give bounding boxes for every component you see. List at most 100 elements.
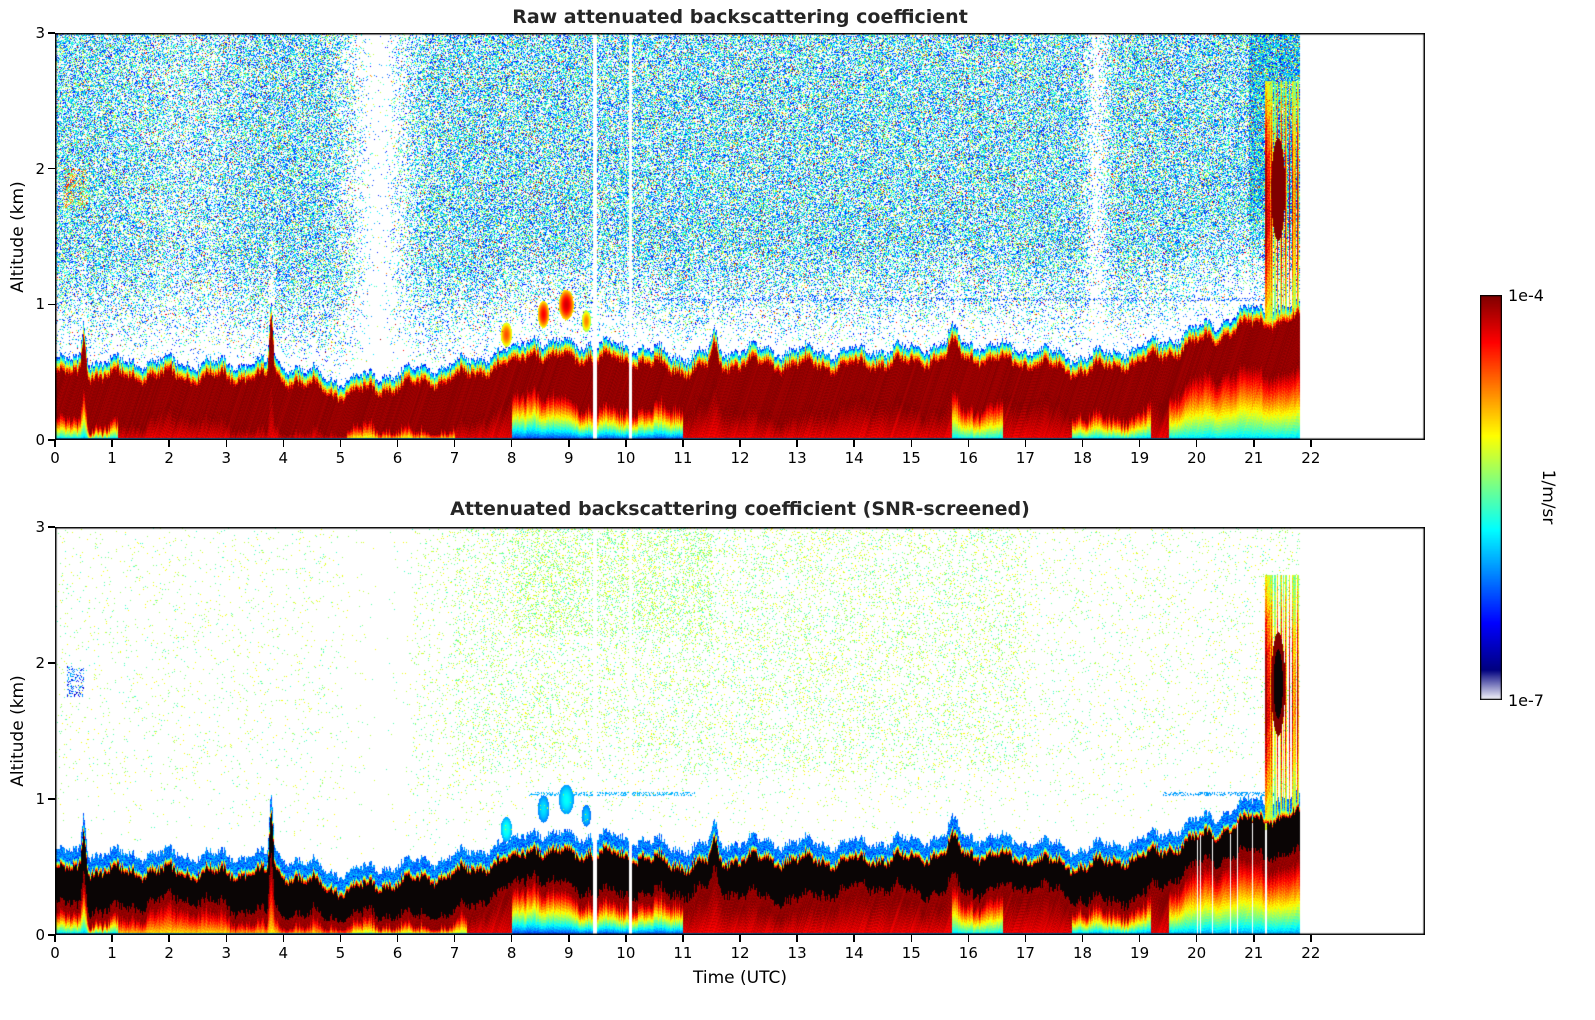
y-tick-label: 3 bbox=[35, 518, 45, 536]
x-tick-mark bbox=[282, 440, 285, 447]
x-tick-label: 6 bbox=[392, 449, 403, 467]
x-tick-label: 3 bbox=[221, 449, 232, 467]
x-tick-label: 18 bbox=[1072, 944, 1093, 962]
x-axis-label: Time (UTC) bbox=[693, 968, 787, 988]
y-tick-label: 1 bbox=[35, 790, 45, 808]
x-tick-label: 15 bbox=[901, 449, 921, 467]
y-tick-mark bbox=[48, 303, 55, 306]
y-tick-mark bbox=[48, 32, 55, 34]
x-tick-label: 1 bbox=[107, 944, 117, 962]
x-tick-label: 0 bbox=[50, 944, 60, 962]
x-tick-label: 14 bbox=[844, 944, 864, 962]
x-tick-mark bbox=[453, 935, 456, 942]
x-tick-mark bbox=[853, 440, 855, 447]
x-tick-mark bbox=[225, 440, 227, 447]
x-tick-mark bbox=[282, 935, 285, 942]
x-tick-mark bbox=[453, 440, 456, 447]
x-tick-mark bbox=[1195, 440, 1198, 447]
panel2-ylabel: Altitude (km) bbox=[8, 675, 28, 787]
x-tick-label: 18 bbox=[1072, 449, 1093, 467]
x-tick-label: 12 bbox=[730, 449, 750, 467]
x-tick-mark bbox=[1024, 440, 1027, 447]
x-tick-mark bbox=[54, 440, 56, 447]
x-tick-label: 16 bbox=[958, 449, 978, 467]
x-tick-label: 4 bbox=[278, 944, 289, 962]
x-tick-label: 11 bbox=[673, 449, 693, 467]
x-tick-mark bbox=[1024, 935, 1027, 942]
x-tick-label: 6 bbox=[392, 944, 403, 962]
x-tick-label: 20 bbox=[1187, 449, 1207, 467]
x-tick-label: 20 bbox=[1187, 944, 1207, 962]
x-tick-mark bbox=[1310, 440, 1312, 447]
x-tick-mark bbox=[682, 440, 684, 447]
x-tick-mark bbox=[568, 440, 570, 447]
x-tick-label: 21 bbox=[1244, 449, 1264, 467]
y-tick-label: 2 bbox=[35, 159, 45, 178]
x-tick-mark bbox=[339, 935, 342, 942]
x-tick-mark bbox=[1138, 440, 1141, 447]
y-tick-mark bbox=[48, 934, 55, 936]
x-tick-label: 8 bbox=[506, 944, 517, 962]
y-tick-mark bbox=[48, 167, 55, 170]
x-tick-mark bbox=[568, 935, 570, 942]
x-tick-mark bbox=[796, 935, 798, 942]
x-tick-mark bbox=[111, 440, 113, 447]
x-tick-mark bbox=[168, 935, 170, 942]
panel2-heatmap bbox=[55, 527, 1425, 935]
y-tick-label: 1 bbox=[35, 295, 45, 314]
x-tick-mark bbox=[682, 935, 684, 942]
x-tick-mark bbox=[910, 935, 912, 942]
y-tick-mark bbox=[48, 526, 55, 528]
x-tick-label: 14 bbox=[844, 449, 864, 467]
x-tick-mark bbox=[225, 935, 227, 942]
panel2-title: Attenuated backscattering coefficient (S… bbox=[450, 498, 1030, 520]
x-tick-label: 17 bbox=[1015, 944, 1035, 962]
x-tick-label: 7 bbox=[449, 449, 460, 467]
panel1-title: Raw attenuated backscattering coefficien… bbox=[512, 6, 968, 28]
x-tick-label: 16 bbox=[958, 944, 978, 962]
x-tick-mark bbox=[396, 935, 399, 942]
x-tick-label: 0 bbox=[50, 449, 60, 467]
x-tick-mark bbox=[111, 935, 113, 942]
panel1-ylabel: Altitude (km) bbox=[8, 181, 28, 293]
x-tick-mark bbox=[510, 935, 513, 942]
x-tick-label: 22 bbox=[1301, 944, 1321, 962]
x-tick-label: 2 bbox=[164, 449, 174, 467]
x-tick-mark bbox=[625, 440, 627, 447]
x-tick-mark bbox=[1310, 935, 1312, 942]
x-tick-label: 5 bbox=[335, 944, 346, 962]
x-tick-label: 12 bbox=[730, 944, 750, 962]
y-tick-label: 2 bbox=[35, 654, 45, 672]
x-tick-mark bbox=[1195, 935, 1198, 942]
x-tick-label: 2 bbox=[164, 944, 174, 962]
x-tick-mark bbox=[739, 935, 741, 942]
x-tick-mark bbox=[1253, 440, 1255, 447]
x-tick-mark bbox=[396, 440, 399, 447]
x-tick-label: 19 bbox=[1130, 449, 1150, 467]
x-tick-label: 11 bbox=[673, 944, 693, 962]
colorbar-unit-label: 1/m/sr bbox=[1538, 469, 1558, 525]
colorbar bbox=[1480, 295, 1502, 700]
x-tick-mark bbox=[967, 440, 970, 447]
colorbar-min-label: 1e-7 bbox=[1508, 691, 1544, 710]
x-tick-label: 19 bbox=[1130, 944, 1150, 962]
y-tick-mark bbox=[48, 798, 55, 800]
y-tick-label: 3 bbox=[35, 24, 45, 42]
y-tick-label: 0 bbox=[35, 431, 45, 449]
x-tick-mark bbox=[625, 935, 627, 942]
x-tick-label: 17 bbox=[1015, 449, 1035, 467]
x-tick-mark bbox=[739, 440, 741, 447]
x-tick-label: 22 bbox=[1301, 449, 1321, 467]
x-tick-label: 15 bbox=[901, 944, 921, 962]
x-tick-label: 1 bbox=[107, 449, 117, 467]
x-tick-mark bbox=[339, 440, 342, 447]
x-tick-label: 13 bbox=[787, 449, 807, 467]
x-tick-mark bbox=[967, 935, 970, 942]
y-tick-label: 0 bbox=[35, 926, 45, 944]
x-tick-label: 10 bbox=[616, 449, 636, 467]
x-tick-mark bbox=[1253, 935, 1255, 942]
x-tick-label: 13 bbox=[787, 944, 807, 962]
x-tick-label: 10 bbox=[616, 944, 636, 962]
x-tick-mark bbox=[1081, 440, 1084, 447]
